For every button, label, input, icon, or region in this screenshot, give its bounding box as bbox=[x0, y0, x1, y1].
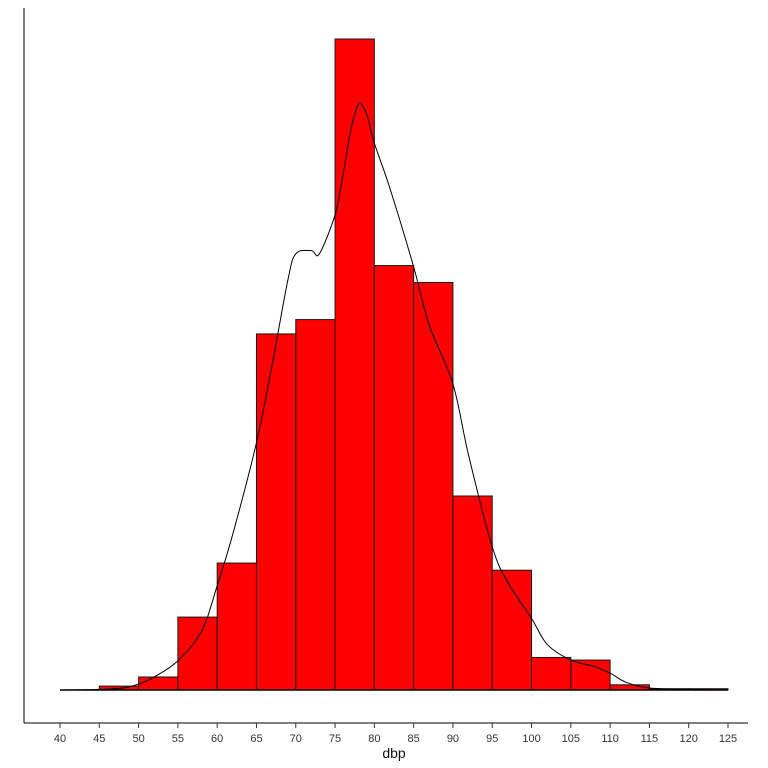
x-tick-label: 80 bbox=[368, 733, 380, 745]
bars-layer bbox=[60, 38, 729, 691]
density-layer bbox=[59, 102, 729, 691]
histogram-bar bbox=[334, 38, 375, 691]
x-tick-label: 115 bbox=[641, 733, 659, 745]
x-tick-label: 85 bbox=[408, 733, 420, 745]
histogram-bar bbox=[373, 265, 415, 691]
x-tick-label: 70 bbox=[290, 733, 302, 745]
x-tick-label: 105 bbox=[562, 733, 580, 745]
x-axis-title: dbp bbox=[382, 745, 406, 761]
x-tick-label: 120 bbox=[680, 733, 698, 745]
histogram-bar bbox=[570, 659, 611, 691]
axes-layer bbox=[23, 8, 748, 724]
histogram-bar bbox=[531, 656, 572, 691]
histogram-bar bbox=[295, 319, 336, 691]
x-tick-label: 100 bbox=[522, 733, 540, 745]
x-tick-label: 55 bbox=[172, 733, 184, 745]
histogram-bar bbox=[138, 676, 179, 691]
x-tick-label: 45 bbox=[93, 733, 105, 745]
x-tick-label: 75 bbox=[329, 733, 341, 745]
x-tick-label: 90 bbox=[447, 733, 459, 745]
x-tick-label: 65 bbox=[250, 733, 262, 745]
x-tick-label: 60 bbox=[211, 733, 223, 745]
histogram-bar bbox=[255, 333, 297, 691]
ticks-layer: 40 45 50 55 60 65 70 75 80 85 90 95 100 105 110 115 120 1… bbox=[54, 723, 737, 745]
x-tick-label: 50 bbox=[132, 733, 144, 745]
x-tick-label: 125 bbox=[719, 733, 737, 745]
x-tick-label: 95 bbox=[486, 733, 498, 745]
histogram-bar bbox=[491, 569, 533, 691]
x-tick-label: 40 bbox=[54, 733, 66, 745]
x-tick-label: 110 bbox=[601, 733, 619, 745]
histogram-bar bbox=[413, 281, 454, 691]
density-curve bbox=[59, 102, 729, 691]
histogram-bar bbox=[216, 562, 257, 691]
histogram-bar bbox=[177, 616, 218, 691]
